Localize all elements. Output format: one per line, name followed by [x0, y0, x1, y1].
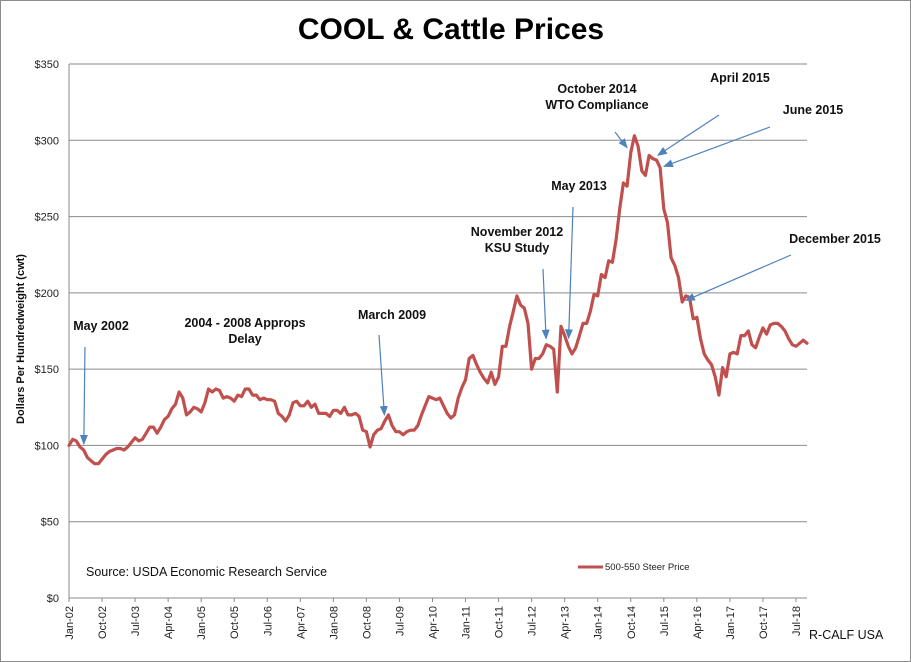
x-tick-label: Jul-12	[527, 606, 539, 636]
axes	[68, 64, 807, 599]
x-tick-label: Jul-18	[791, 606, 803, 636]
y-tick-label: $100	[35, 440, 59, 452]
x-tick-label: Oct-17	[758, 606, 770, 639]
grid-lines	[69, 63, 807, 523]
x-tick-label: Jan-17	[725, 606, 737, 640]
x-tick-label: Oct-11	[494, 606, 506, 638]
x-tick-label: Jul-15	[659, 606, 671, 636]
annotation-label: KSU Study	[485, 241, 550, 255]
annotation-arrow	[684, 254, 792, 301]
chart-title: COOL & Cattle Prices	[298, 13, 604, 46]
y-tick-labels: $0 $50 $100 $150 $200 $250 $300 $350	[35, 59, 59, 605]
annotation-label: April 2015	[710, 71, 770, 85]
credit-label: R-CALF USA	[809, 628, 884, 642]
y-tick-label: $350	[35, 59, 59, 71]
series-layer	[67, 134, 809, 466]
legend: 500-550 Steer Price	[578, 562, 690, 573]
annotation-label: May 2013	[551, 179, 607, 193]
y-tick-label: $250	[35, 212, 59, 224]
x-tick-label: Jul-06	[262, 606, 274, 636]
y-tick-label: $150	[35, 364, 59, 376]
source-note: Source: USDA Economic Research Service	[86, 565, 327, 579]
annotation-label: December 2015	[789, 232, 881, 246]
annotation-label: November 2012	[471, 225, 563, 239]
x-tick-label: Oct-14	[626, 606, 638, 639]
annotation-label: 2004 - 2008 Approps	[184, 316, 305, 330]
x-tick-label: Jan-05	[196, 606, 208, 640]
x-tick-label: Jan-02	[64, 606, 76, 640]
x-tick-label: Apr-13	[560, 606, 572, 639]
annotation-arrow	[79, 346, 88, 445]
annotation-label: Delay	[228, 332, 261, 346]
x-tick-label: Jan-08	[328, 606, 340, 640]
annotation-label: June 2015	[783, 103, 844, 117]
x-tick-label: Jan-14	[593, 606, 605, 640]
x-tick-label: Oct-05	[229, 606, 241, 639]
y-tick-label: $200	[35, 288, 59, 300]
legend-label: 500-550 Steer Price	[605, 562, 690, 573]
x-tick-label: Apr-04	[163, 606, 175, 639]
y-tick-label: $300	[35, 135, 59, 147]
x-tick-label: Oct-08	[361, 606, 373, 639]
annotation-label: WTO Compliance	[545, 98, 648, 112]
annotation-arrow	[564, 206, 574, 340]
y-tick-label: $50	[41, 517, 59, 529]
x-tick-label: Apr-07	[295, 606, 307, 639]
x-tick-label: Oct-02	[97, 606, 109, 639]
annotation-label: October 2014	[557, 82, 636, 96]
x-tick-label: Jul-09	[394, 606, 406, 636]
annotation-arrow	[614, 131, 628, 149]
annotation-label: March 2009	[358, 308, 426, 322]
x-tick-labels: Jan-02 Oct-02 Jul-03 Apr-04 Jan-05 Oct-05 Jul-…	[64, 598, 803, 640]
x-tick-label: Jul-03	[130, 606, 142, 636]
annotation-arrow	[541, 268, 550, 340]
series-line-steer-price	[67, 134, 809, 466]
y-tick-label: $0	[47, 593, 59, 605]
annotation-arrow	[662, 126, 771, 168]
x-tick-label: Jan-11	[461, 606, 473, 639]
annotations: May 2002 2004 - 2008 Approps Delay March 20…	[73, 71, 881, 445]
annotation-arrow	[656, 114, 720, 156]
annotation-label: May 2002	[73, 319, 129, 333]
annotation-arrow	[378, 334, 388, 416]
x-tick-label: Apr-16	[692, 606, 704, 639]
y-axis-label: Dollars Per Hundredweight (cwt)	[15, 254, 27, 424]
x-tick-label: Apr-10	[427, 606, 439, 639]
